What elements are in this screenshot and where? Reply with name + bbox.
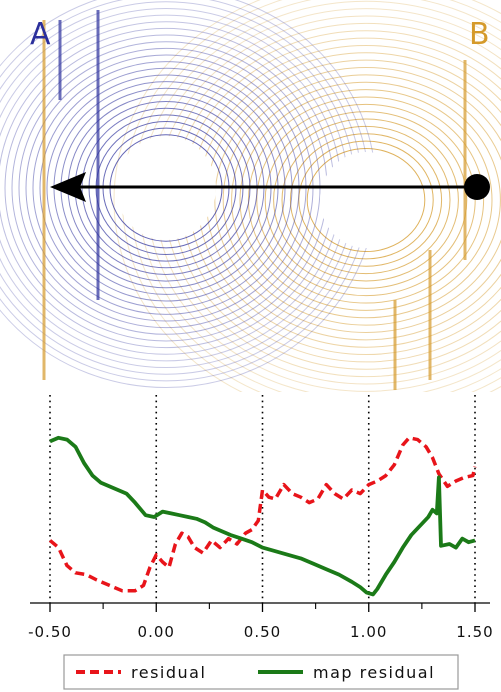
x-tick-label: 1.00 <box>350 623 387 641</box>
scan-b-center-hole <box>320 152 412 248</box>
scan-b-ring <box>306 147 426 253</box>
legend: residual map residual <box>63 654 459 690</box>
scan-b-ring <box>281 125 451 275</box>
trajectory-start-dot <box>464 174 490 200</box>
scan-walls <box>42 10 467 390</box>
scan-label-b: B <box>469 17 490 52</box>
scan-b-ring <box>222 74 501 326</box>
chart-series <box>48 435 477 597</box>
x-axis-ticks: -0.50 0.00 0.50 1.00 1.50 <box>28 603 493 641</box>
x-tick-label: -0.50 <box>28 623 72 641</box>
legend-label-map-residual: map residual <box>313 663 435 682</box>
scan-b-ring <box>113 0 501 392</box>
legend-label-residual: residual <box>131 663 206 682</box>
series-line-map-residual <box>49 435 476 597</box>
scan-b-ring <box>289 133 443 267</box>
scan-b-ring <box>231 81 501 319</box>
scan-b-ring <box>247 96 485 304</box>
scan-b-ring <box>256 103 476 297</box>
chart-grid <box>49 395 476 603</box>
scan-label-a: A <box>30 17 51 52</box>
scan-b-ring <box>264 111 468 289</box>
x-tick-label: 0.50 <box>244 623 281 641</box>
residual-chart: -0.50 0.00 0.50 1.00 1.50 <box>28 395 493 641</box>
scan-b-ring <box>214 67 501 333</box>
x-tick-label: 1.50 <box>456 623 493 641</box>
series-line-residual <box>48 436 477 593</box>
trajectory-arrow <box>50 172 490 202</box>
x-tick-label: 0.00 <box>138 623 175 641</box>
scan-b-ring <box>298 140 434 260</box>
lidar-scan-image: A B <box>0 0 501 392</box>
scan-b-ring <box>239 89 493 311</box>
scan-b-ring <box>273 118 459 282</box>
